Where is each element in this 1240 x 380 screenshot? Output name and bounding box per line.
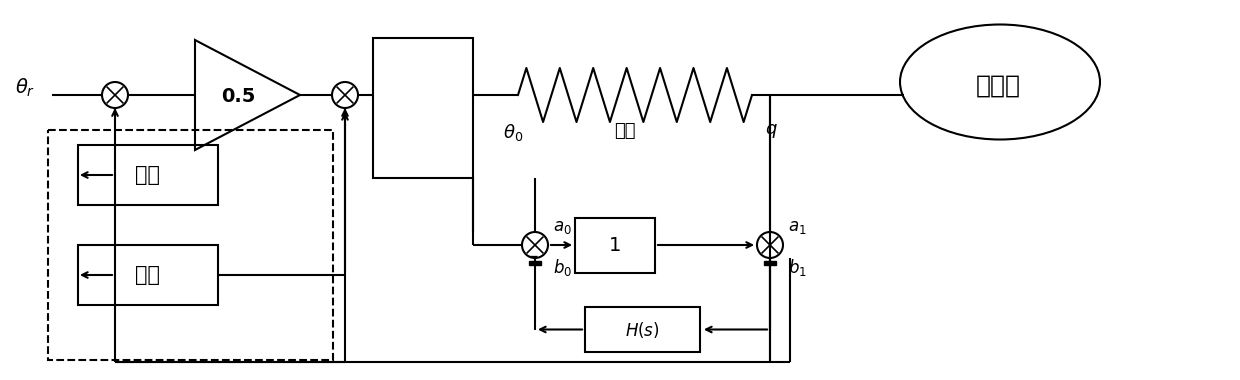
- Bar: [575, 218, 655, 273]
- Text: 0.5: 0.5: [221, 87, 255, 106]
- Bar: [585, 307, 701, 352]
- Text: 辨识: 辨识: [135, 165, 160, 185]
- Text: 滤波: 滤波: [135, 265, 160, 285]
- Bar: [373, 38, 472, 178]
- Text: $H(s)$: $H(s)$: [625, 320, 660, 339]
- Text: $b_1$: $b_1$: [787, 256, 807, 277]
- Bar: [764, 261, 776, 265]
- Text: $a_0$: $a_0$: [553, 218, 572, 236]
- Bar: [529, 261, 541, 265]
- Text: $\theta_r$: $\theta_r$: [15, 77, 35, 99]
- Text: $\theta_0$: $\theta_0$: [503, 122, 523, 143]
- Text: $q$: $q$: [765, 122, 777, 140]
- Text: ─: ─: [528, 250, 536, 264]
- Bar: [48, 130, 334, 360]
- Text: 柔性臂: 柔性臂: [976, 74, 1021, 98]
- Text: $b_0$: $b_0$: [553, 256, 572, 277]
- Bar: [78, 145, 218, 205]
- Text: $a_1$: $a_1$: [787, 218, 806, 236]
- Text: 1: 1: [609, 236, 621, 255]
- Text: 关节: 关节: [614, 122, 636, 140]
- Bar: [78, 245, 218, 305]
